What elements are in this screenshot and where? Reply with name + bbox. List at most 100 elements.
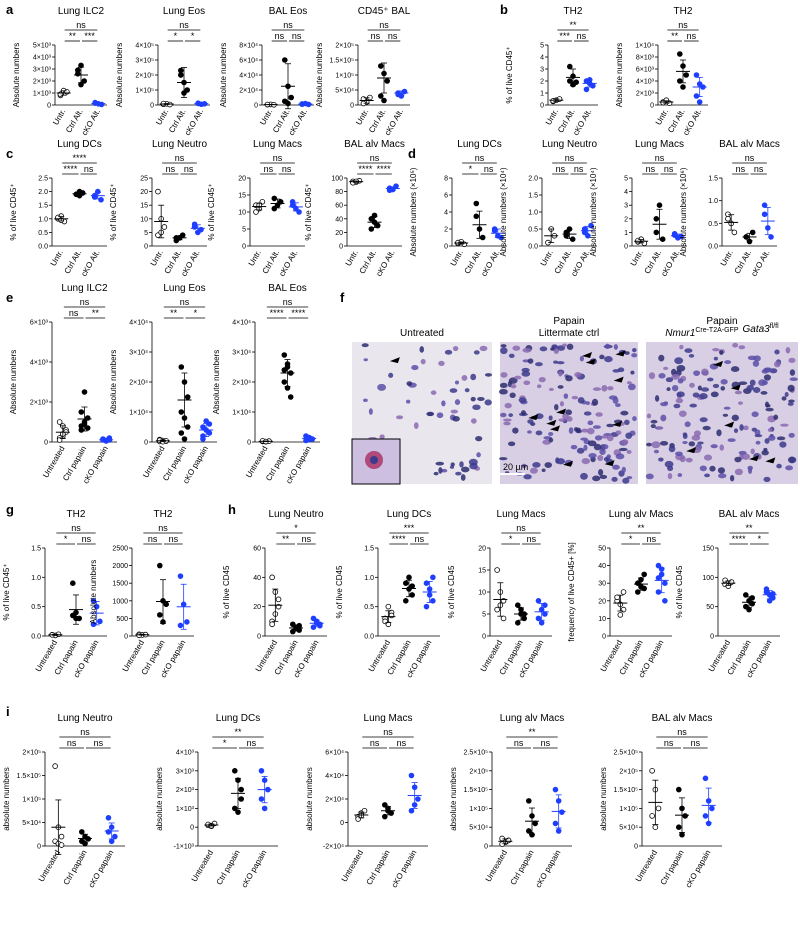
cell-nucleus xyxy=(605,343,610,350)
image-title: Papain xyxy=(553,316,584,327)
cell-nucleus xyxy=(388,372,394,378)
data-point xyxy=(374,222,381,229)
cell-nucleus xyxy=(527,358,534,364)
significance-label: ns xyxy=(264,164,274,174)
cell-nucleus xyxy=(663,401,669,405)
cell-nucleus xyxy=(452,345,459,352)
chart-title: Lung Eos xyxy=(163,283,205,294)
data-point xyxy=(181,436,188,442)
chart-title: Lung DCs xyxy=(387,509,431,520)
cell-nucleus xyxy=(368,408,373,415)
cell-nucleus xyxy=(460,474,466,481)
cell-nucleus xyxy=(499,388,508,395)
y-axis-label: Absolute numbers (×10⁶) xyxy=(679,167,688,256)
significance-label: ns xyxy=(370,153,380,163)
significance-label: ns xyxy=(736,164,746,174)
data-point xyxy=(78,427,85,433)
data-point xyxy=(163,601,170,608)
cell-nucleus xyxy=(768,435,776,441)
cell-nucleus xyxy=(658,373,666,379)
cell-nucleus xyxy=(692,392,700,398)
y-tick-label: 1×10⁵ xyxy=(22,797,41,804)
y-tick-label: 1×10⁴ xyxy=(635,43,654,50)
data-point xyxy=(289,199,296,205)
y-tick-label: 5 xyxy=(540,43,544,50)
cell-nucleus xyxy=(734,456,742,463)
data-point xyxy=(281,352,288,358)
y-tick-label: 5×10⁴ xyxy=(619,825,638,832)
cell-nucleus xyxy=(650,424,656,429)
y-axis-label: % of live CD45⁺ xyxy=(2,563,11,620)
x-tick-label: Ctrl papain xyxy=(659,849,686,887)
y-tick-label: 8×10³ xyxy=(636,55,655,62)
cell-nucleus xyxy=(785,347,791,354)
cell-nucleus xyxy=(563,393,569,399)
y-tick-label: 1.5×10⁵ xyxy=(613,787,638,794)
significance-label: * xyxy=(194,308,198,318)
y-tick-label: -2×10⁴ xyxy=(323,844,344,851)
cell-nucleus xyxy=(717,467,726,474)
cell-nucleus xyxy=(518,397,527,403)
cell-nucleus xyxy=(776,436,786,441)
arrowhead xyxy=(730,384,741,391)
arrowhead xyxy=(686,447,697,454)
x-tick-label: Ctrl papain xyxy=(215,849,242,887)
y-tick-label: 100 xyxy=(331,176,343,183)
y-tick-label: 1000 xyxy=(112,598,128,605)
cell-nucleus xyxy=(789,456,795,464)
cell-nucleus xyxy=(734,468,743,476)
data-point xyxy=(393,183,399,189)
cell-nucleus xyxy=(774,360,781,368)
data-point xyxy=(768,234,774,240)
cell-nucleus xyxy=(789,377,798,381)
cell-nucleus xyxy=(571,395,579,400)
y-tick-label: 10 xyxy=(478,590,486,597)
y-axis-label: % of live CD45⁺ xyxy=(109,183,118,240)
cell-nucleus xyxy=(419,346,425,353)
y-axis-label: % of live CD45⁺ xyxy=(9,183,18,240)
data-point xyxy=(177,573,184,579)
data-point xyxy=(377,93,384,99)
y-tick-label: 0 xyxy=(340,820,344,827)
y-tick-label: 0 xyxy=(144,440,148,447)
significance-label: ns xyxy=(514,738,524,748)
cell-nucleus xyxy=(523,380,531,386)
significance-label: ns xyxy=(687,31,697,41)
data-point xyxy=(683,72,689,78)
y-tick-label: 0.5 xyxy=(38,230,48,237)
y-tick-label: 1.0 xyxy=(708,198,718,205)
cell-nucleus xyxy=(622,477,630,484)
data-point xyxy=(662,597,668,604)
y-axis-label: Absolute numbers xyxy=(109,350,118,414)
arrowhead xyxy=(585,358,596,365)
cell-nucleus xyxy=(613,344,618,350)
cell-nucleus xyxy=(435,461,445,466)
significance-label: * xyxy=(629,534,633,544)
chart-title: TH2 xyxy=(674,6,693,17)
data-point xyxy=(479,234,486,241)
cell-nucleus xyxy=(645,473,654,480)
significance-label: ns xyxy=(754,164,764,174)
panel-label: a xyxy=(6,2,14,17)
data-point xyxy=(679,831,685,838)
y-tick-label: 2×10³ xyxy=(636,91,655,98)
cell-nucleus xyxy=(597,455,604,462)
data-point xyxy=(105,829,112,835)
data-point xyxy=(731,229,738,236)
chart-title: Lung Neutro xyxy=(57,713,112,724)
cell-nucleus xyxy=(788,357,796,363)
data-point xyxy=(368,216,375,222)
y-tick-label: 60 xyxy=(253,546,261,553)
significance-label: **** xyxy=(392,534,407,544)
data-point xyxy=(206,421,213,427)
y-tick-label: 1 xyxy=(540,91,544,98)
data-point xyxy=(296,622,303,629)
data-point xyxy=(406,574,412,581)
data-point xyxy=(535,597,542,604)
data-point xyxy=(108,838,115,845)
y-tick-label: 5×10⁴ xyxy=(469,825,488,832)
cell-nucleus xyxy=(413,422,419,429)
y-tick-label: 0.5 xyxy=(528,227,538,234)
panel-label: i xyxy=(6,704,10,719)
y-tick-label: 2.5×10⁵ xyxy=(463,750,488,757)
